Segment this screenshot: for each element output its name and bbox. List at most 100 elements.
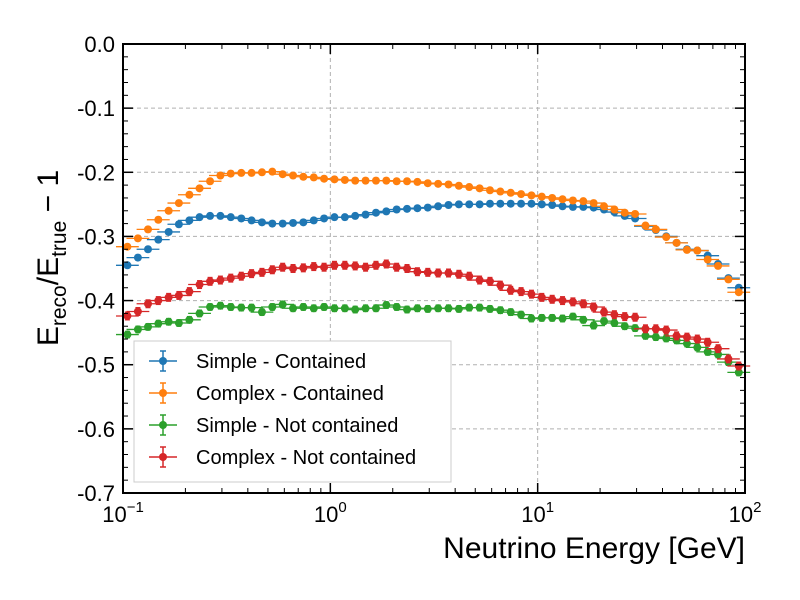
data-point bbox=[351, 211, 360, 220]
data-point bbox=[143, 299, 152, 308]
data-point bbox=[123, 311, 132, 320]
data-point bbox=[195, 280, 204, 289]
data-point bbox=[682, 333, 691, 342]
y-tick-label: -0.3 bbox=[77, 224, 115, 249]
data-point bbox=[610, 319, 619, 328]
data-point bbox=[485, 304, 494, 313]
data-point bbox=[123, 242, 132, 251]
data-point bbox=[703, 255, 712, 264]
legend-entry: Simple - Contained bbox=[149, 350, 366, 373]
data-point bbox=[174, 199, 183, 208]
data-point bbox=[403, 305, 412, 314]
data-point bbox=[289, 171, 298, 180]
data-point bbox=[216, 171, 225, 180]
data-point bbox=[537, 293, 546, 302]
data-point bbox=[351, 305, 360, 314]
data-point bbox=[392, 263, 401, 272]
data-point bbox=[351, 261, 360, 270]
data-point bbox=[506, 286, 515, 295]
data-point bbox=[454, 270, 463, 279]
data-point bbox=[734, 361, 743, 370]
data-point bbox=[714, 261, 723, 270]
data-point bbox=[558, 195, 567, 204]
y-axis-label-slash: /E bbox=[32, 257, 65, 285]
data-point bbox=[133, 234, 142, 243]
plot-frame bbox=[122, 43, 746, 494]
data-point bbox=[226, 213, 235, 222]
series-1 bbox=[115, 167, 751, 297]
data-point bbox=[465, 183, 474, 192]
legend-label: Simple - Not contained bbox=[196, 415, 398, 437]
data-point bbox=[143, 225, 152, 234]
x-axis-label: Neutrino Energy [GeV] bbox=[443, 532, 745, 565]
data-point bbox=[475, 276, 484, 285]
data-point bbox=[693, 343, 702, 352]
data-point bbox=[465, 272, 474, 281]
data-point bbox=[651, 324, 660, 333]
y-tick-label: 0.0 bbox=[84, 32, 115, 57]
data-point bbox=[620, 208, 629, 217]
legend-entry: Complex - Contained bbox=[149, 382, 384, 405]
x-tick-labels: 10−1 100 101 102 bbox=[102, 499, 761, 527]
series-3 bbox=[115, 259, 751, 371]
data-point bbox=[600, 317, 609, 326]
data-point bbox=[631, 209, 640, 218]
data-point bbox=[714, 344, 723, 353]
data-point bbox=[278, 170, 287, 179]
data-point bbox=[579, 315, 588, 324]
x-tick-label: 101 bbox=[521, 499, 554, 527]
data-point bbox=[320, 302, 329, 311]
data-point bbox=[247, 269, 256, 278]
data-point bbox=[154, 319, 163, 328]
legend-label: Simple - Contained bbox=[196, 351, 366, 373]
data-point bbox=[320, 214, 329, 223]
data-point bbox=[454, 304, 463, 313]
data-point bbox=[641, 221, 650, 230]
y-axis-label: Ereco/Etrue − 1 bbox=[32, 170, 71, 346]
data-point bbox=[164, 293, 173, 302]
data-point bbox=[631, 313, 640, 322]
y-axis-label-sub-reco: reco bbox=[48, 285, 71, 326]
data-point bbox=[579, 197, 588, 206]
data-point bbox=[693, 246, 702, 255]
data-point bbox=[382, 207, 391, 216]
data-point bbox=[154, 296, 163, 305]
data-point bbox=[724, 354, 733, 363]
data-point bbox=[662, 326, 671, 335]
data-point bbox=[672, 238, 681, 247]
data-point bbox=[641, 331, 650, 340]
data-point bbox=[164, 206, 173, 215]
data-point bbox=[299, 302, 308, 311]
data-point bbox=[672, 331, 681, 340]
legend-marker-dot bbox=[159, 421, 167, 429]
y-axis-label-tail: − 1 bbox=[32, 170, 65, 221]
data-point bbox=[154, 235, 163, 244]
data-point bbox=[164, 317, 173, 326]
data-point bbox=[413, 177, 422, 186]
data-point bbox=[600, 202, 609, 211]
data-point bbox=[548, 193, 557, 202]
data-point bbox=[485, 277, 494, 286]
data-point bbox=[226, 274, 235, 283]
data-point bbox=[237, 214, 246, 223]
y-tick-label: -0.7 bbox=[77, 481, 115, 506]
data-point bbox=[206, 277, 215, 286]
data-point bbox=[579, 299, 588, 308]
y-tick-labels: 0.0 -0.1 -0.2 -0.3 -0.4 -0.5 -0.6 -0.7 bbox=[77, 32, 115, 506]
data-point bbox=[454, 181, 463, 190]
data-point bbox=[143, 322, 152, 331]
data-point bbox=[185, 190, 194, 199]
data-point bbox=[216, 276, 225, 285]
data-point bbox=[361, 210, 370, 219]
data-point bbox=[610, 205, 619, 214]
data-point bbox=[340, 304, 349, 313]
legend-label: Complex - Contained bbox=[196, 383, 384, 405]
data-point bbox=[610, 310, 619, 319]
legend-box bbox=[133, 340, 452, 483]
data-point bbox=[589, 302, 598, 311]
data-point bbox=[496, 306, 505, 315]
legend-label: Complex - Not contained bbox=[196, 447, 416, 469]
data-point bbox=[309, 216, 318, 225]
